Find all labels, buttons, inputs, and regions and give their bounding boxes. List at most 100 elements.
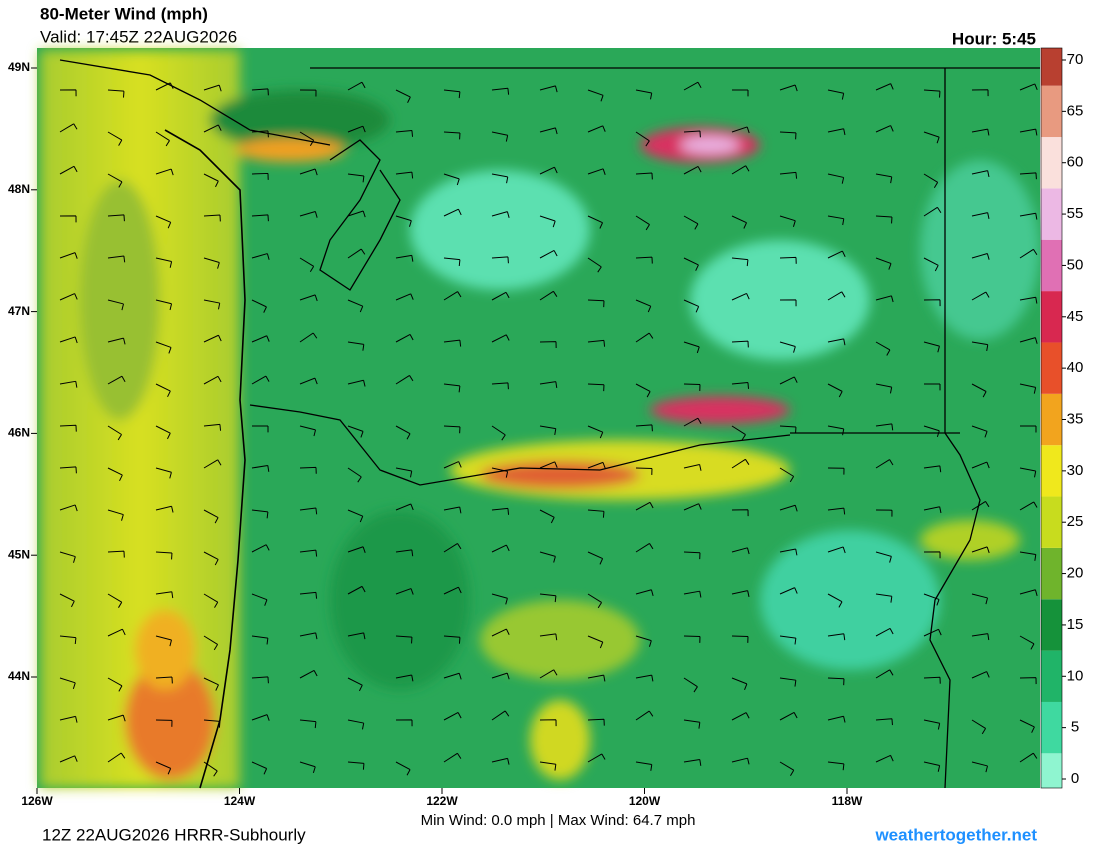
wind-barb	[779, 467, 795, 483]
wind-barb	[299, 332, 318, 343]
wind-barb	[923, 89, 941, 98]
wind-barb	[683, 166, 702, 175]
wind-barb	[539, 719, 557, 727]
wind-barb	[539, 381, 558, 389]
wind-barb	[491, 173, 509, 184]
wind-barb	[395, 129, 414, 137]
wind-barb	[299, 425, 317, 437]
wind-barb	[59, 715, 78, 723]
wind-barb	[683, 463, 702, 471]
wind-barb	[395, 171, 414, 179]
wind-barb	[347, 467, 362, 483]
wind-barb	[155, 719, 173, 727]
wind-barb	[107, 337, 126, 345]
wind-barb	[587, 509, 605, 518]
wind-barb	[539, 633, 558, 641]
wind-barb	[683, 677, 698, 693]
wind-barb	[107, 131, 123, 146]
wind-barb	[59, 755, 78, 763]
wind-barb	[731, 165, 750, 175]
wind-barb	[155, 215, 172, 229]
wind-barb	[875, 669, 894, 679]
wind-barb	[299, 89, 317, 97]
wind-barb	[491, 507, 510, 515]
wind-barb	[779, 635, 797, 645]
wind-barb	[1019, 501, 1038, 511]
wind-barb	[635, 635, 652, 647]
wind-barb	[347, 677, 363, 692]
wind-barb	[59, 635, 77, 645]
wind-barb	[1019, 467, 1037, 478]
wind-barb	[107, 677, 123, 692]
wind-barb	[1019, 83, 1038, 91]
wind-barb	[251, 130, 269, 138]
wind-barb	[971, 500, 990, 511]
wind-barb	[539, 551, 556, 563]
colorbar-bin	[1041, 342, 1062, 394]
wind-barb	[587, 461, 606, 469]
wind-barb	[491, 544, 510, 553]
wind-barb	[539, 127, 558, 135]
wind-barb	[395, 333, 414, 343]
wind-barb	[875, 593, 893, 603]
wind-barb	[683, 503, 702, 511]
colorbar-bin	[1041, 48, 1062, 86]
wind-barb	[1019, 248, 1038, 259]
wind-barb	[443, 425, 461, 434]
wind-barb	[875, 125, 894, 133]
wind-barb	[875, 509, 893, 517]
wind-barb	[683, 341, 700, 354]
wind-barb	[107, 509, 124, 521]
wind-barb	[347, 546, 366, 553]
wind-barb	[539, 761, 557, 771]
wind-barb	[59, 252, 78, 259]
wind-barb	[491, 87, 510, 95]
wind-barb	[251, 253, 270, 260]
wind-barb	[299, 761, 316, 774]
wind-barb	[203, 459, 222, 469]
wind-barb	[1019, 383, 1037, 394]
wind-barb	[971, 546, 990, 554]
wind-barb	[59, 293, 78, 301]
wind-barb	[587, 551, 604, 565]
wind-barb	[539, 166, 558, 175]
wind-barb	[779, 84, 798, 92]
wind-barb	[203, 761, 218, 777]
wind-barb	[875, 83, 894, 91]
wind-barb	[827, 425, 845, 436]
wind-barb	[155, 257, 173, 268]
colorbar-label: 20	[1067, 565, 1084, 582]
wind-barb	[299, 719, 317, 729]
wind-barb	[923, 206, 942, 217]
colorbar-label: 50	[1067, 256, 1084, 273]
wind-barb	[395, 503, 414, 511]
wind-barb	[299, 294, 318, 302]
wind-barb	[299, 669, 318, 679]
wind-barb	[107, 255, 126, 263]
wind-barb	[251, 593, 268, 606]
wind-barb	[251, 88, 269, 96]
wind-barb	[635, 710, 654, 721]
colorbar-bin	[1041, 753, 1062, 788]
wind-barb	[107, 593, 123, 608]
wind-barb	[347, 379, 366, 387]
wind-barb	[251, 761, 268, 775]
wind-barb	[1019, 719, 1035, 733]
wind-barb	[299, 377, 318, 385]
wind-barb	[443, 173, 460, 186]
colorbar-label: 45	[1067, 308, 1084, 325]
wind-barb	[635, 131, 650, 147]
wind-barb	[827, 128, 846, 136]
wind-barb	[683, 257, 699, 271]
wind-barb	[155, 82, 174, 91]
wind-barb	[1019, 635, 1035, 650]
wind-barb	[347, 81, 366, 91]
wind-barb	[731, 590, 750, 597]
wind-barb	[395, 215, 412, 227]
wind-barb	[491, 710, 510, 721]
wind-barb	[923, 593, 940, 606]
wind-barb	[923, 676, 941, 684]
wind-barb	[491, 382, 509, 390]
wind-barb	[827, 173, 845, 184]
